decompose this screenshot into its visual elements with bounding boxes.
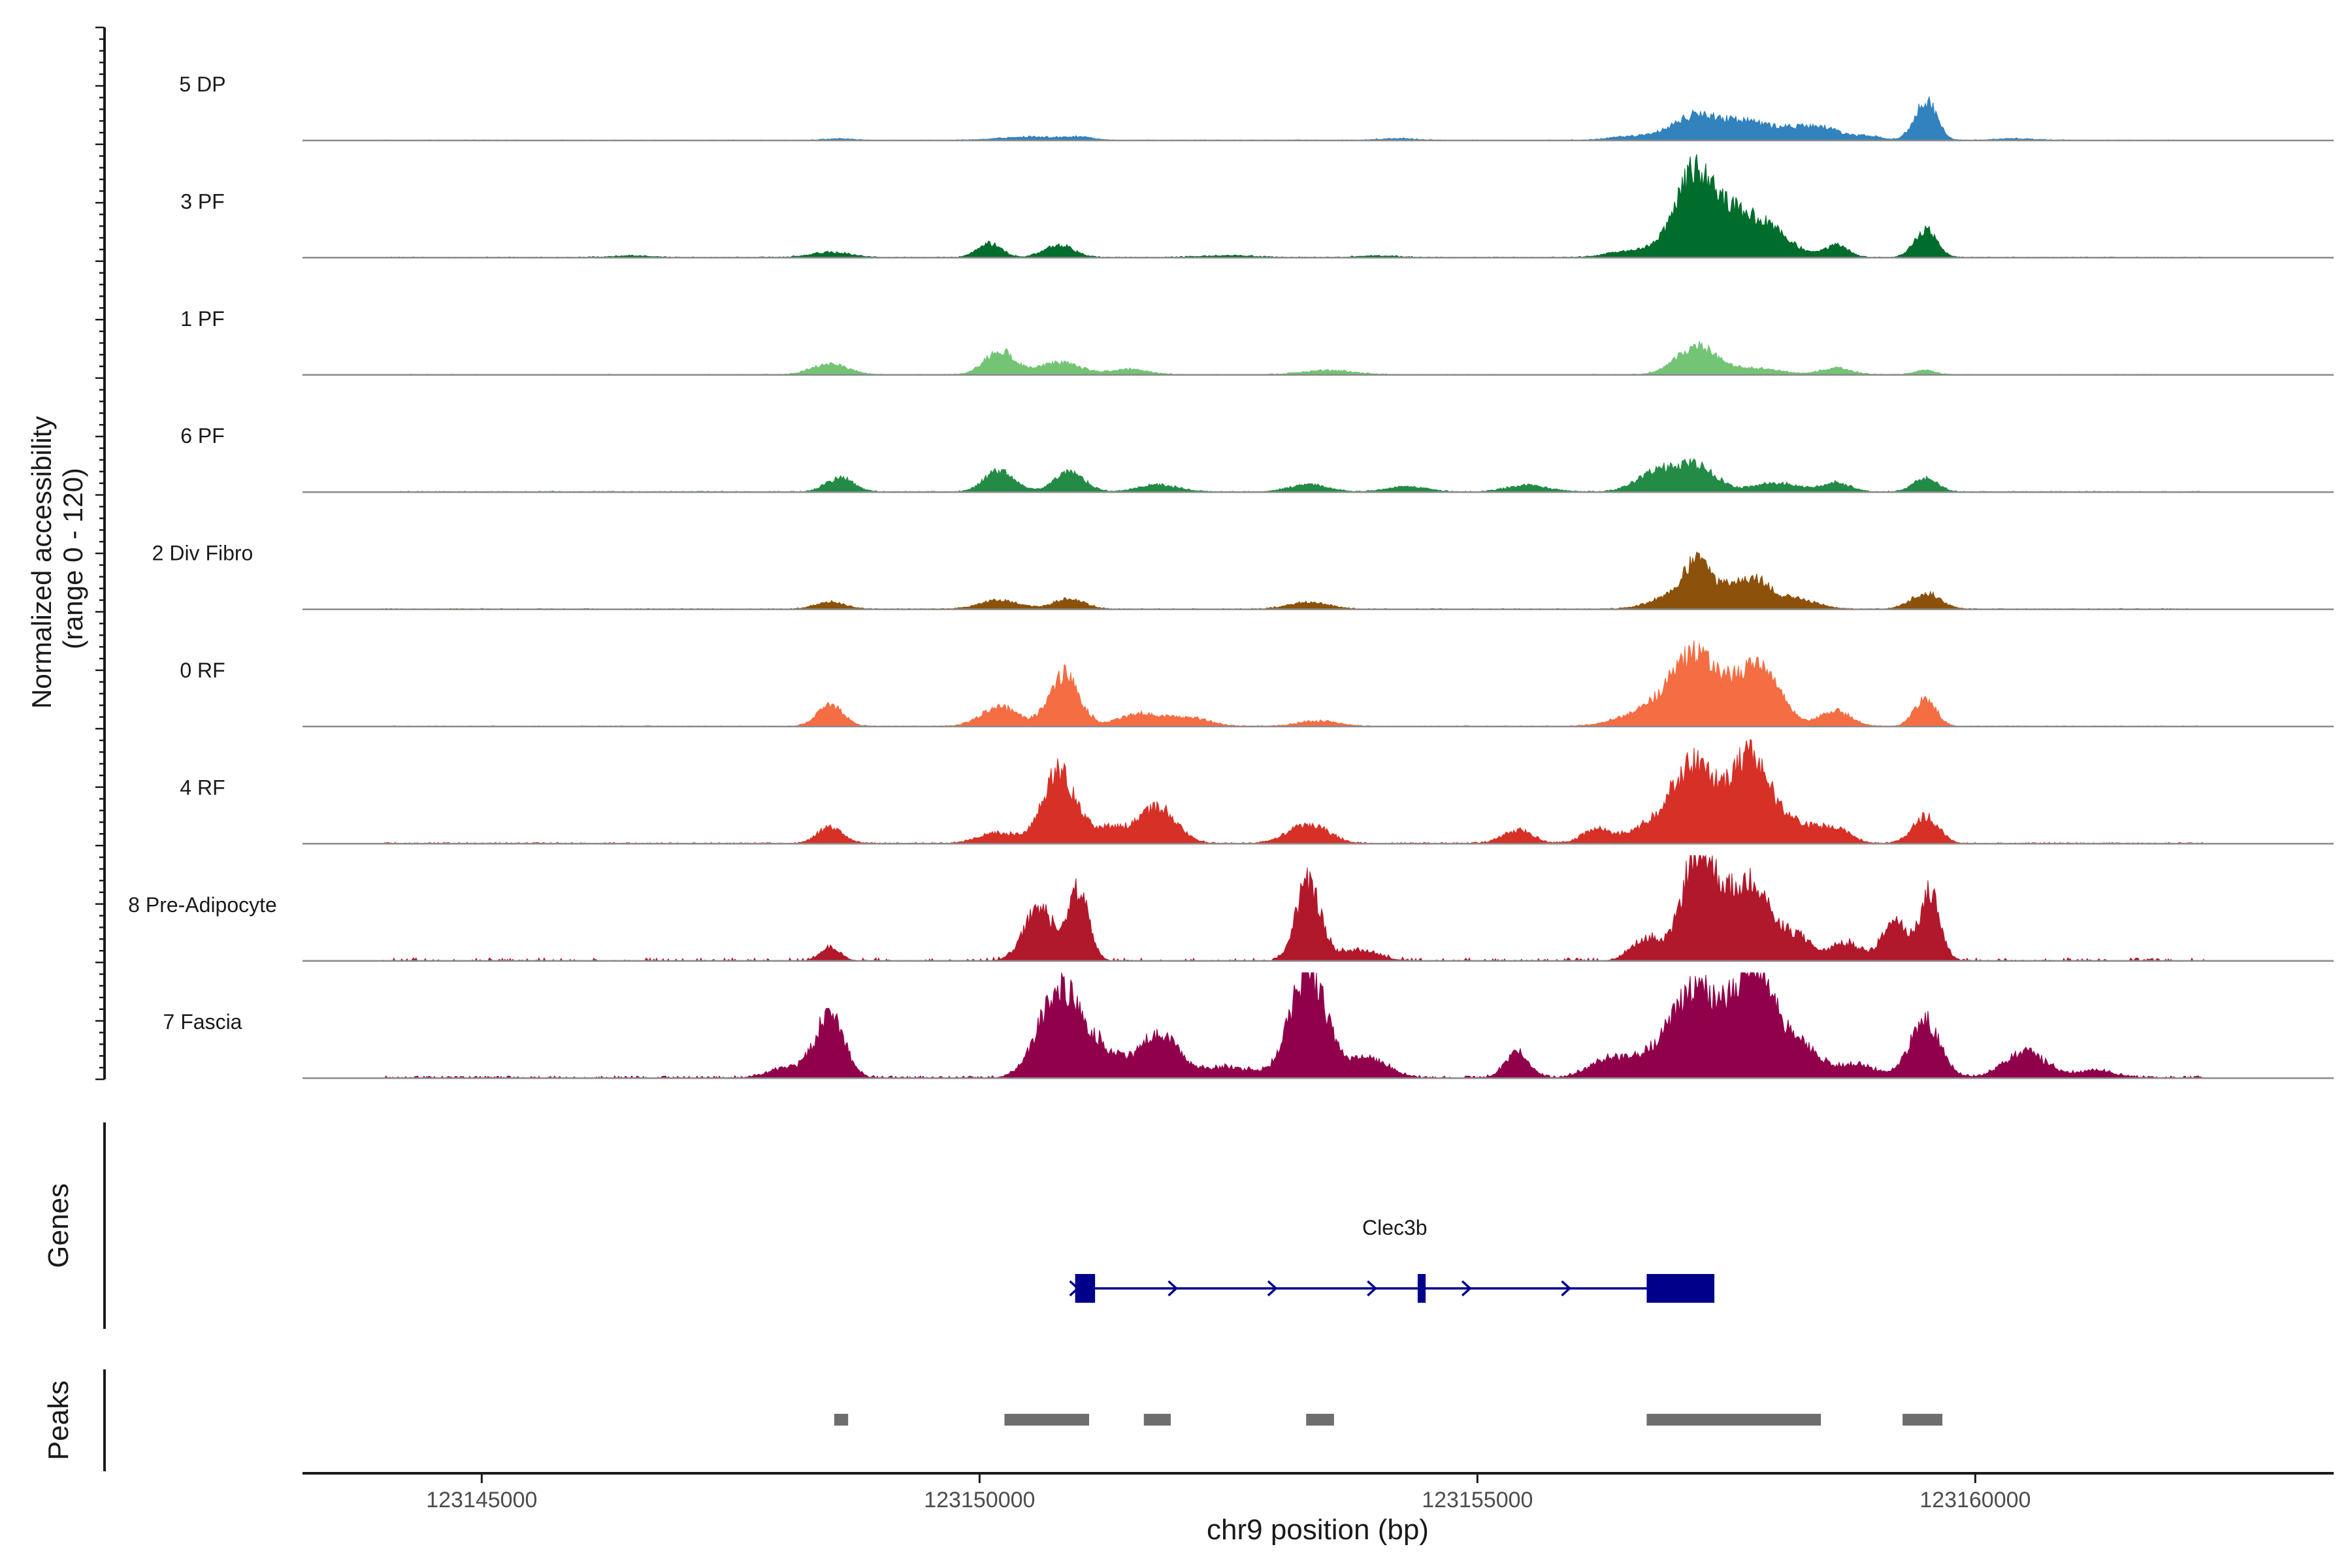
track-2-div-fibro: 2 Div Fibro <box>152 542 2334 610</box>
track-3-pf: 3 PF <box>180 154 2334 259</box>
track-label: 8 Pre-Adipocyte <box>128 893 277 917</box>
track-5-dp: 5 DP <box>179 73 2334 142</box>
y-axis-label: Normalized accessibility (range 0 - 120) <box>26 408 88 709</box>
track-1-pf: 1 PF <box>180 307 2334 376</box>
coverage-area <box>382 340 2175 376</box>
coverage-area <box>382 154 2205 258</box>
coverage-area <box>381 854 2205 962</box>
gene-exon <box>1417 1274 1426 1303</box>
y-axis-label-line1: Normalized accessibility <box>26 416 57 709</box>
coverage-area <box>382 738 2204 845</box>
track-label: 4 RF <box>180 776 225 799</box>
coverage-area <box>382 458 2204 493</box>
peak-region <box>1646 1414 1821 1426</box>
coverage-area <box>382 640 2204 727</box>
gene-name-label: Clec3b <box>1362 1216 1428 1239</box>
gene-strand-arrow <box>1367 1280 1377 1297</box>
x-axis: 123145000 123150000 123155000 123160000 <box>302 1472 2334 1512</box>
coverage-area <box>382 96 2176 141</box>
coverage-area <box>382 972 2205 1079</box>
peak-region <box>1903 1414 1943 1426</box>
gene-exon <box>1075 1274 1096 1303</box>
track-label: 2 Div Fibro <box>152 542 253 565</box>
gene-strand-arrow <box>1267 1280 1278 1297</box>
peak-region <box>1004 1414 1089 1426</box>
track-7-fascia: 7 Fascia <box>163 972 2334 1079</box>
peak-region <box>1306 1414 1334 1426</box>
track-label: 1 PF <box>180 307 225 331</box>
peak-regions <box>834 1414 1943 1426</box>
x-tick-label: 123145000 <box>426 1488 537 1512</box>
peak-region <box>1143 1414 1171 1426</box>
gene-exon <box>1646 1274 1715 1303</box>
track-label: 7 Fascia <box>163 1010 242 1034</box>
track-4-rf: 4 RF <box>180 738 2334 845</box>
genes-panel: Genes Clec3b <box>42 1122 1715 1329</box>
gene-strand-arrow <box>1561 1280 1572 1297</box>
x-tick-label: 123155000 <box>1422 1488 1533 1512</box>
y-axis-label-line2: (range 0 - 120) <box>57 468 88 649</box>
track-label: 3 PF <box>180 189 225 213</box>
track-label: 0 RF <box>180 659 225 682</box>
track-label: 6 PF <box>180 424 225 448</box>
track-0-rf: 0 RF <box>180 640 2334 728</box>
track-6-pf: 6 PF <box>180 424 2334 493</box>
gene-model <box>1069 1274 1715 1303</box>
track-label: 5 DP <box>179 73 225 96</box>
coverage-tracks: 5 DP 3 PF 1 PF 6 PF 2 Div Fibro 0 RF 4 RF 8 Pre… <box>128 73 2334 1079</box>
peak-region <box>834 1414 849 1426</box>
left-axis <box>95 26 106 1081</box>
x-axis-label: chr9 position (bp) <box>1207 1514 1429 1546</box>
gene-strand-arrow <box>1461 1280 1472 1297</box>
gene-strand-arrow <box>1168 1280 1179 1297</box>
x-tick-label: 123160000 <box>1919 1488 2031 1512</box>
track-8-pre-adipocyte: 8 Pre-Adipocyte <box>128 854 2334 962</box>
x-tick-label: 123150000 <box>924 1488 1035 1512</box>
peaks-label: Peaks <box>42 1380 74 1460</box>
peaks-panel: Peaks <box>42 1369 1943 1471</box>
genes-label: Genes <box>42 1183 74 1268</box>
coverage-area <box>382 551 2205 610</box>
